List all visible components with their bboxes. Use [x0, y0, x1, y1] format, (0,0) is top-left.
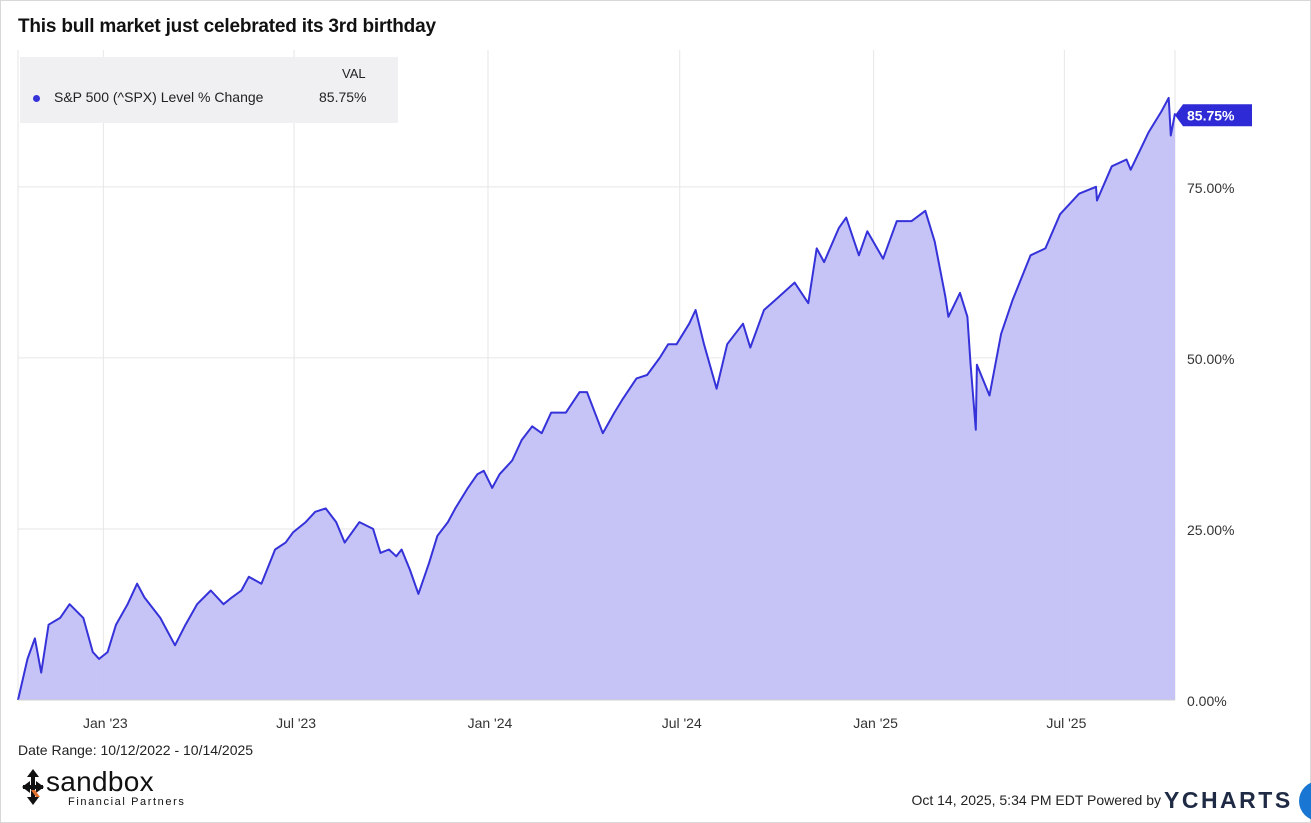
legend-series-marker	[33, 95, 40, 102]
sandbox-logo	[22, 769, 44, 805]
x-tick-label: Jan '25	[853, 715, 898, 731]
y-tick-label: 75.00%	[1187, 180, 1234, 196]
end-value-label: 85.75%	[1187, 107, 1235, 123]
help-bubble-icon[interactable]	[1299, 781, 1311, 821]
chart-title: This bull market just celebrated its 3rd…	[18, 16, 436, 37]
legend-series-value: 85.75%	[319, 89, 367, 105]
ycharts-logo[interactable]: YCHARTS	[1164, 787, 1293, 813]
y-tick-label: 0.00%	[1187, 693, 1227, 709]
legend-box	[20, 57, 398, 123]
y-tick-label: 50.00%	[1187, 351, 1234, 367]
x-tick-label: Jan '24	[468, 715, 513, 731]
series-line	[17, 96, 1176, 701]
legend-val-header: VAL	[342, 66, 366, 81]
end-value-tag	[1175, 104, 1252, 127]
logo-subtitle: Financial Partners	[68, 796, 186, 808]
x-tick-label: Jan '23	[83, 715, 128, 731]
move-arrows-icon	[22, 769, 44, 805]
x-tick-label: Jul '24	[662, 715, 702, 731]
y-tick-label: 25.00%	[1187, 522, 1234, 538]
logo-wordmark: sandbox	[46, 766, 154, 797]
legend-series-name[interactable]: S&P 500 (^SPX) Level % Change	[54, 89, 264, 105]
series-area	[18, 97, 1175, 700]
date-range: Date Range: 10/12/2022 - 10/14/2025	[18, 742, 254, 758]
footer-timestamp: Oct 14, 2025, 5:34 PM EDT Powered by	[911, 792, 1161, 808]
x-tick-label: Jul '23	[276, 715, 316, 731]
x-tick-label: Jul '25	[1046, 715, 1086, 731]
